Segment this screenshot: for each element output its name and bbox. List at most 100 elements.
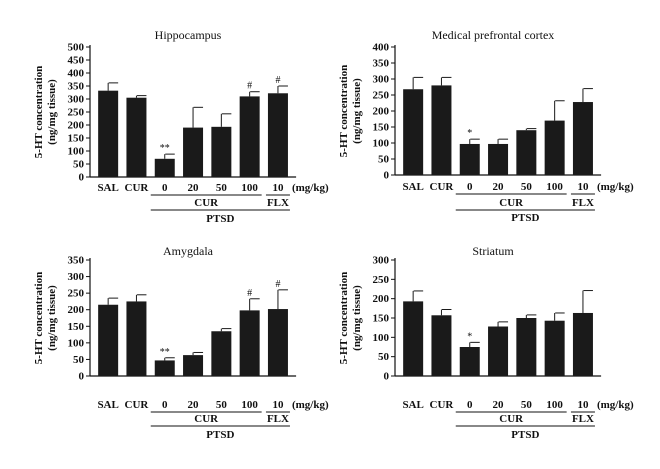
y-axis-unit: (ng/mg tissue) [46,285,58,351]
bar-0 [403,301,424,376]
bar-2 [459,347,480,376]
x-tick-label-4: 50 [521,181,533,193]
chart-panel-1: Medical prefrontal cortex 5-HT concentrat… [338,28,634,224]
x-tick-label-2: 0 [467,181,473,193]
chart-panel-3: Striatum 5-HT concentration (ng/mg tissue)… [338,244,634,441]
y-tick-label-7: 350 [68,255,85,267]
x-tick-label-3: 20 [493,181,505,193]
y-axis-label: 5-HT concentration [338,65,350,157]
chart-title: Striatum [472,244,514,258]
x-tick-label-3: 20 [188,182,200,194]
dose-unit-label: (mg/kg) [597,181,634,193]
y-tick-label-2: 100 [373,138,390,150]
bar-1 [126,97,147,177]
y-tick-label-0: 0 [79,371,85,383]
significance-mark-5: # [247,288,252,299]
significance-mark-6: # [275,279,280,290]
flx-group-label: FLX [572,197,594,209]
y-axis-unit: (ng/mg tissue) [46,79,58,145]
x-tick-label-5: 100 [546,181,563,193]
x-tick-label-6: 10 [272,182,284,194]
x-tick-label-5: 100 [241,399,258,411]
flx-group-label: FLX [267,197,289,209]
flx-group-label: FLX [267,413,289,425]
x-tick-label-3: 20 [493,399,505,411]
x-tick-label-0: SAL [97,182,118,194]
cur-group-label: CUR [194,197,219,209]
x-tick-label-1: CUR [430,399,455,411]
x-tick-label-4: 50 [521,399,533,411]
y-axis-label: 5-HT concentration [338,272,350,364]
bar-5 [239,310,260,376]
ptsd-group-label: PTSD [511,429,539,441]
x-tick-label-6: 10 [272,399,284,411]
bar-4 [211,331,232,376]
flx-group-label: FLX [572,413,594,425]
ptsd-group-label: PTSD [206,213,234,225]
x-tick-label-0: SAL [402,399,423,411]
cur-group-label: CUR [499,413,524,425]
bar-2 [459,143,480,175]
bar-1 [431,85,452,175]
y-tick-label-6: 300 [68,94,85,106]
bar-4 [211,126,232,177]
bar-3 [183,355,204,376]
y-tick-label-1: 50 [73,354,85,366]
y-tick-label-1: 50 [73,159,85,171]
bar-6 [572,102,593,175]
bar-6 [267,93,288,177]
x-tick-label-0: SAL [97,399,118,411]
bar-0 [403,89,424,175]
x-tick-label-1: CUR [125,182,150,194]
y-tick-label-1: 50 [378,154,390,166]
bar-0 [98,90,119,177]
significance-mark-2: ** [160,347,170,358]
bar-1 [431,315,452,376]
x-tick-label-1: CUR [430,181,455,193]
bar-3 [488,143,509,175]
bar-6 [572,312,593,376]
y-tick-label-3: 150 [68,321,85,333]
y-tick-label-2: 100 [68,146,85,158]
ptsd-group-label: PTSD [206,429,234,441]
bar-0 [98,304,119,376]
y-tick-label-6: 300 [373,74,390,86]
bar-4 [516,318,537,376]
ptsd-group-label: PTSD [511,212,539,224]
y-tick-label-1: 50 [378,351,390,363]
x-tick-label-6: 10 [577,399,589,411]
y-tick-label-5: 250 [68,107,85,119]
y-tick-label-2: 100 [68,337,85,349]
x-tick-label-2: 0 [467,399,473,411]
chart-title: Hippocampus [155,28,222,42]
y-tick-label-5: 250 [373,274,390,286]
cur-group-label: CUR [499,197,524,209]
significance-mark-2: ** [160,143,170,154]
x-tick-label-6: 10 [577,181,589,193]
y-tick-label-3: 150 [68,133,85,145]
y-tick-label-7: 350 [373,58,390,70]
y-tick-label-4: 200 [373,106,390,118]
bar-2 [154,158,175,177]
x-tick-label-2: 0 [162,399,168,411]
y-tick-label-4: 200 [68,120,85,132]
y-axis-label: 5-HT concentration [33,272,45,364]
y-tick-label-3: 150 [373,122,390,134]
y-tick-label-0: 0 [79,172,85,184]
y-tick-label-5: 250 [373,90,390,102]
y-tick-label-0: 0 [384,371,390,383]
y-axis-unit: (ng/mg tissue) [351,285,363,351]
x-tick-label-2: 0 [162,182,168,194]
bar-5 [544,320,565,376]
dose-unit-label: (mg/kg) [597,399,634,411]
x-tick-label-3: 20 [188,399,200,411]
chart-title: Amygdala [163,244,214,258]
significance-mark-2: * [467,128,472,139]
y-tick-label-6: 300 [373,255,390,267]
chart-title: Medical prefrontal cortex [432,28,555,42]
y-tick-label-8: 400 [373,42,390,54]
y-tick-label-0: 0 [384,170,390,182]
y-tick-label-3: 150 [373,313,390,325]
bar-2 [154,360,175,376]
